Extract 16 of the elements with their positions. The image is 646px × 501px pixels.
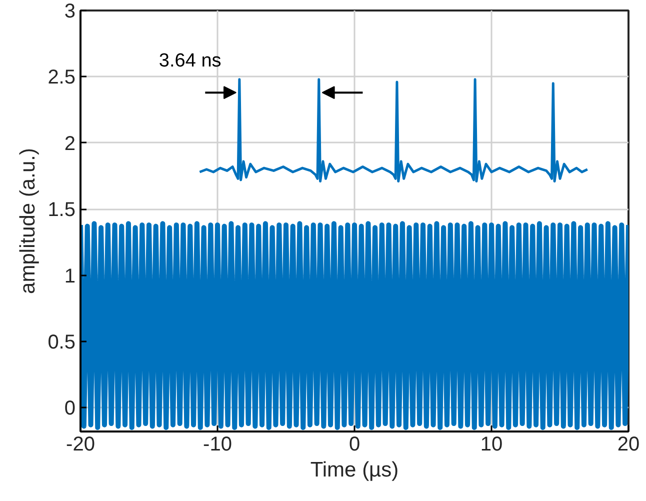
x-axis-title: Time (µs)	[310, 458, 399, 482]
y-tick-label: 0	[64, 398, 76, 420]
line-series	[198, 78, 589, 183]
y-tick-label: 2.5	[48, 66, 76, 89]
y-tick-label: 1.5	[48, 199, 76, 222]
y-tick-label: 2	[64, 132, 76, 155]
x-tick-label: -20	[66, 434, 95, 456]
y-tick-label: 1	[64, 265, 76, 288]
annotation: 3.64 ns	[158, 50, 222, 72]
x-tick-label: -10	[203, 434, 232, 456]
x-tick-label: 20	[617, 434, 640, 456]
x-tick-label: 0	[348, 434, 360, 456]
y-tick-label: 3	[64, 0, 76, 22]
y-tick-label: 0.5	[48, 331, 76, 354]
y-axis-title: amplitude (a.u.)	[16, 148, 40, 294]
x-tick-label: 10	[480, 434, 503, 456]
